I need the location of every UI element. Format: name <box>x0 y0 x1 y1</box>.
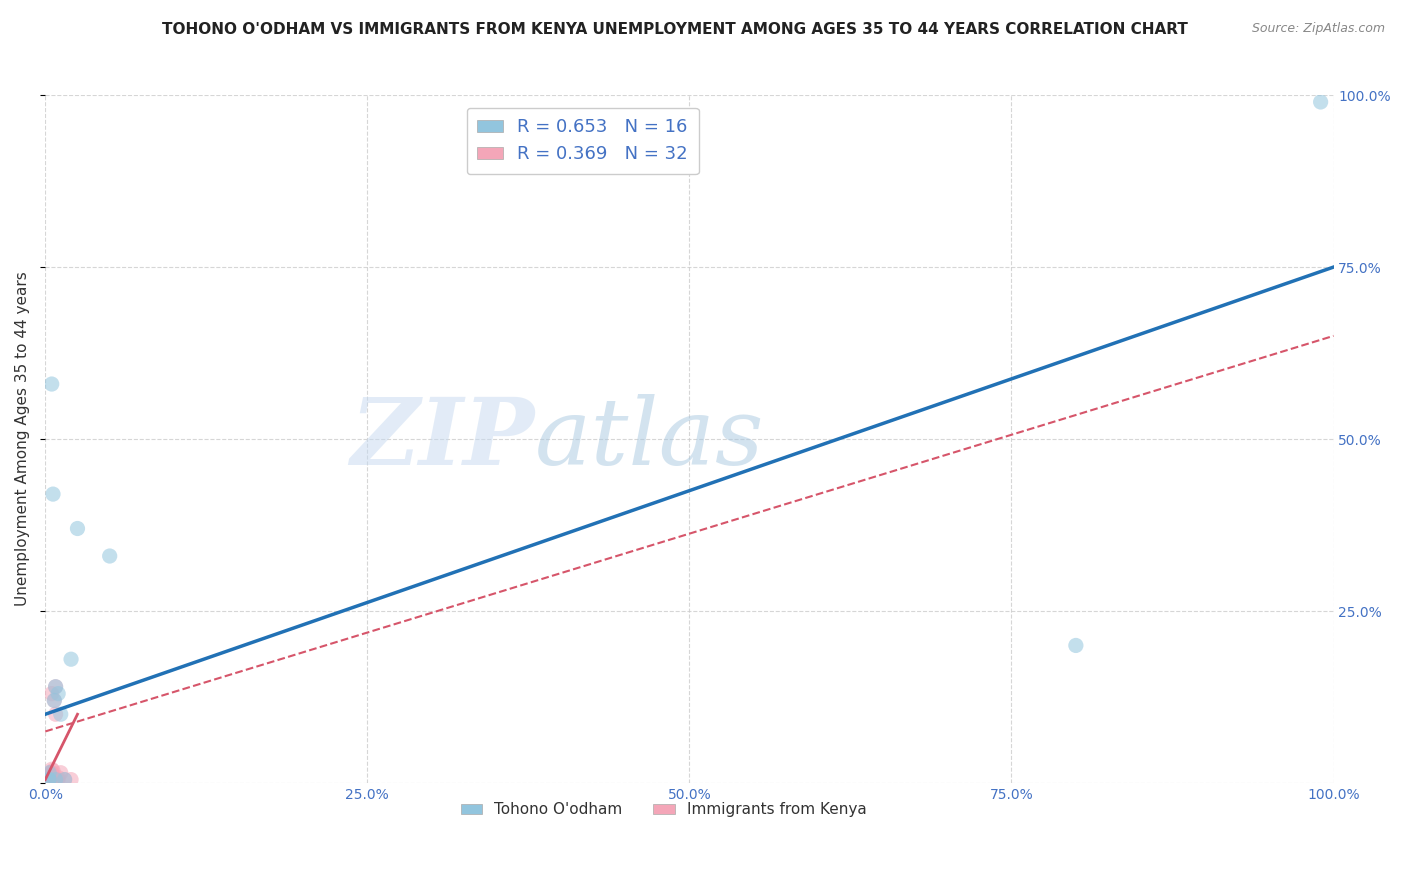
Point <box>41 687 63 701</box>
Point <box>38 772 60 787</box>
Point <box>38 772 60 787</box>
Point <box>41 771 63 785</box>
Point <box>42 772 65 787</box>
Point <box>38 771 60 785</box>
Point <box>1309 95 1331 109</box>
Point <box>41 377 63 392</box>
Point <box>42 772 65 787</box>
Legend: Tohono O'odham, Immigrants from Kenya: Tohono O'odham, Immigrants from Kenya <box>454 797 873 823</box>
Point <box>42 764 65 778</box>
Point <box>53 772 76 787</box>
Point <box>46 687 69 701</box>
Point <box>46 772 69 787</box>
Text: TOHONO O'ODHAM VS IMMIGRANTS FROM KENYA UNEMPLOYMENT AMONG AGES 35 TO 44 YEARS C: TOHONO O'ODHAM VS IMMIGRANTS FROM KENYA … <box>162 22 1188 37</box>
Point <box>45 772 67 787</box>
Point <box>41 765 63 780</box>
Point <box>34 772 56 787</box>
Point <box>46 771 69 785</box>
Point <box>41 772 63 787</box>
Point <box>39 765 62 780</box>
Point <box>45 707 67 722</box>
Point <box>45 772 67 787</box>
Point <box>44 772 66 787</box>
Point <box>44 693 66 707</box>
Point <box>42 487 65 501</box>
Point <box>41 762 63 776</box>
Y-axis label: Unemployment Among Ages 35 to 44 years: Unemployment Among Ages 35 to 44 years <box>15 272 30 607</box>
Point <box>49 707 72 722</box>
Point <box>1064 639 1087 653</box>
Point <box>45 772 67 787</box>
Point <box>60 772 83 787</box>
Text: ZIP: ZIP <box>350 394 534 484</box>
Point <box>44 693 66 707</box>
Point <box>45 680 67 694</box>
Point <box>45 680 67 694</box>
Point <box>42 769 65 783</box>
Text: atlas: atlas <box>534 394 765 484</box>
Point <box>38 768 60 782</box>
Point <box>44 771 66 785</box>
Point <box>66 521 89 535</box>
Point <box>41 772 63 787</box>
Point <box>35 771 58 785</box>
Point <box>98 549 121 563</box>
Text: Source: ZipAtlas.com: Source: ZipAtlas.com <box>1251 22 1385 36</box>
Point <box>49 765 72 780</box>
Point <box>37 769 59 783</box>
Point <box>38 772 60 787</box>
Point <box>53 772 76 787</box>
Point <box>60 652 83 666</box>
Point <box>39 772 62 787</box>
Point <box>37 772 59 787</box>
Point <box>35 772 58 787</box>
Point <box>38 765 60 780</box>
